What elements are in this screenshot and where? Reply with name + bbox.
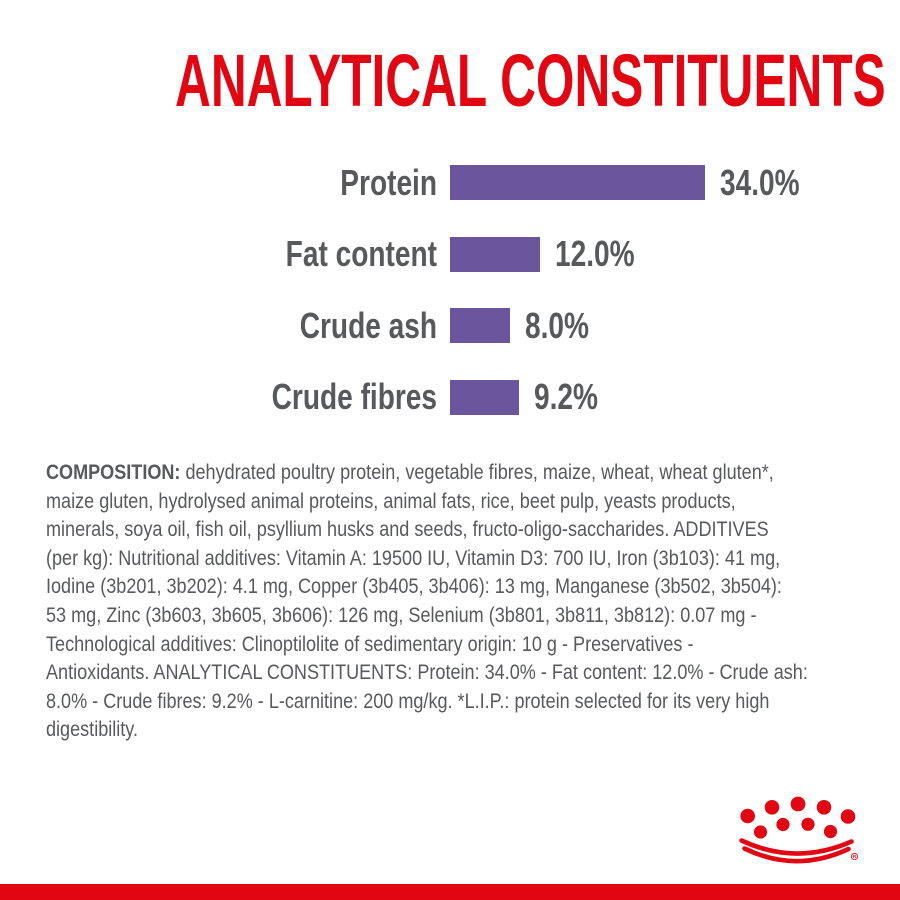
svg-text:R: R (853, 854, 857, 859)
page-title-text: ANALYTICAL CONSTITUENTS (175, 39, 886, 122)
royal-canin-crown-logo-icon: R (739, 796, 859, 864)
crude-ash-bar (450, 308, 510, 343)
fat-content-label: Fat content (285, 233, 437, 274)
protein-bar (450, 165, 705, 200)
composition-body-text: dehydrated poultry protein, vegetable fi… (46, 460, 808, 742)
bar-label-cell: Fat content (0, 233, 437, 275)
composition-paragraph: COMPOSITION: dehydrated poultry protein,… (46, 458, 900, 744)
crown-dots (740, 796, 856, 839)
bar-value-cell: 9.2% (534, 376, 616, 418)
crude-ash-label: Crude ash (299, 304, 437, 346)
crude-fibres-bar (450, 379, 519, 415)
crown-base-arcs (739, 838, 854, 864)
protein-label: Protein (340, 161, 437, 203)
crude-fibres-value: 9.2% (534, 376, 599, 417)
crude-ash-value: 8.0% (525, 304, 590, 346)
protein-value: 34.0% (720, 161, 800, 203)
chart-row-crude-fibres: Crude fibres 9.2% (0, 376, 900, 417)
bar-label-cell: Crude fibres (0, 376, 437, 418)
footer-red-bar (0, 884, 900, 900)
bar-label-cell: Protein (0, 162, 437, 204)
bar-value-cell: 34.0% (720, 162, 822, 204)
fat-content-value: 12.0% (555, 233, 635, 274)
bar-value-cell: 8.0% (525, 305, 607, 347)
registered-trademark-icon: R (850, 852, 859, 861)
composition-label: COMPOSITION: (46, 460, 181, 484)
bar-value-cell: 12.0% (555, 233, 657, 275)
crude-fibres-label: Crude fibres (271, 376, 437, 417)
chart-row-protein: Protein 34.0% (0, 162, 900, 203)
chart-row-crude-ash: Crude ash 8.0% (0, 305, 900, 346)
chart-row-fat-content: Fat content 12.0% (0, 233, 900, 274)
page-title: ANALYTICAL CONSTITUENTS (0, 38, 900, 138)
fat-content-bar (450, 236, 540, 272)
bar-label-cell: Crude ash (0, 305, 437, 347)
analytical-constituents-chart: Protein 34.0% Fat content 12.0% Crude as… (0, 162, 900, 451)
